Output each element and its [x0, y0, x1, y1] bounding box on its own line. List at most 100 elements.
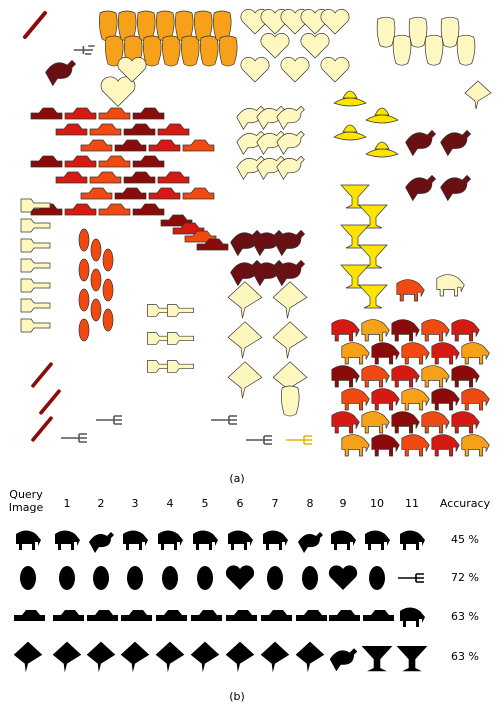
silhouette [272, 321, 308, 359]
silhouette [341, 434, 370, 457]
accuracy-value: 63 % [451, 650, 479, 663]
silhouette [280, 57, 310, 83]
silhouette [20, 278, 51, 293]
silhouette [320, 9, 350, 35]
silhouette [55, 530, 80, 550]
silhouette [102, 278, 114, 302]
silhouette [45, 59, 77, 87]
silhouette [358, 204, 388, 229]
silhouette [331, 411, 360, 434]
silhouette [191, 610, 222, 621]
silhouette [20, 318, 51, 333]
silhouette [464, 80, 492, 110]
rank-header: 10 [370, 497, 384, 510]
silhouette [260, 641, 290, 673]
silhouette [371, 388, 400, 411]
silhouette [78, 318, 90, 342]
silhouette [260, 33, 290, 59]
silhouette [98, 155, 131, 168]
silhouette [167, 304, 194, 317]
silhouette [148, 139, 181, 152]
silhouette [225, 641, 255, 673]
rank-header: 7 [271, 497, 279, 510]
accuracy-value: 45 % [451, 533, 479, 546]
silhouette [218, 35, 238, 67]
silhouette [461, 434, 490, 457]
accuracy-header: Accuracy [439, 497, 491, 510]
silhouette [365, 141, 399, 158]
silhouette [102, 248, 114, 272]
silhouette [391, 411, 420, 434]
silhouette [16, 530, 41, 550]
silhouette [440, 129, 472, 157]
silhouette [228, 530, 253, 550]
silhouette [226, 610, 257, 621]
silhouette [329, 648, 358, 672]
silhouette [436, 274, 465, 297]
silhouette [225, 565, 255, 590]
silhouette [20, 566, 36, 590]
silhouette [331, 319, 360, 342]
silhouette [371, 434, 400, 457]
silhouette [14, 610, 45, 621]
silhouette [90, 298, 102, 322]
silhouette [302, 566, 318, 590]
silhouette [59, 566, 75, 590]
silhouette [267, 566, 283, 590]
silhouette [123, 171, 156, 184]
silhouette [274, 259, 306, 287]
silhouette [276, 105, 305, 130]
silhouette [392, 34, 412, 66]
silhouette [80, 187, 113, 200]
silhouette [358, 284, 388, 309]
silhouette [340, 184, 370, 209]
silhouette [376, 16, 396, 48]
silhouette [240, 57, 270, 83]
silhouette [398, 573, 424, 583]
silhouette [64, 155, 97, 168]
silhouette [30, 107, 63, 120]
silhouette [96, 415, 122, 425]
silhouette [391, 365, 420, 388]
silhouette [20, 238, 51, 253]
rank-header: 3 [131, 497, 139, 510]
silhouette [123, 530, 148, 550]
caption-a: (a) [229, 472, 245, 485]
silhouette [167, 360, 194, 373]
silhouette [396, 646, 428, 672]
silhouette [78, 228, 90, 252]
silhouette [274, 229, 306, 257]
silhouette [333, 124, 367, 141]
silhouette [20, 218, 51, 233]
silhouette [31, 362, 53, 388]
silhouette [132, 203, 165, 216]
silhouette [123, 123, 156, 136]
silhouette [300, 33, 330, 59]
silhouette [80, 139, 113, 152]
silhouette [61, 433, 87, 443]
silhouette [53, 610, 84, 621]
silhouette [182, 139, 215, 152]
silhouette [401, 388, 430, 411]
silhouette [363, 610, 394, 621]
silhouette [431, 434, 460, 457]
silhouette [190, 641, 220, 673]
silhouette [340, 224, 370, 249]
silhouette [157, 123, 190, 136]
silhouette [93, 566, 109, 590]
silhouette [64, 203, 97, 216]
silhouette [461, 388, 490, 411]
silhouette [405, 174, 437, 202]
silhouette [333, 90, 367, 107]
silhouette [102, 308, 114, 332]
silhouette [331, 365, 360, 388]
silhouette [127, 566, 143, 590]
silhouette [182, 187, 215, 200]
silhouette [400, 607, 425, 627]
silhouette [280, 385, 300, 417]
silhouette [361, 646, 393, 672]
silhouette [451, 411, 480, 434]
silhouette [365, 530, 390, 550]
caption-b: (b) [229, 690, 245, 703]
